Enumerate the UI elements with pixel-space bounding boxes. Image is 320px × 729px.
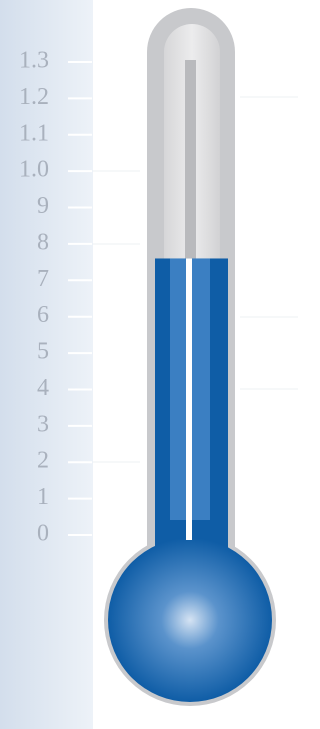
glint <box>186 258 192 540</box>
y-tick-label: 9 <box>37 193 49 219</box>
y-tick-label: 5 <box>37 339 49 365</box>
y-tick-label: 7 <box>37 266 49 292</box>
y-tick-label: 1.0 <box>19 157 49 183</box>
y-tick-label: 2 <box>37 448 49 474</box>
y-tick-label: 1.3 <box>19 48 49 74</box>
y-tick-label: 0 <box>37 521 49 547</box>
y-tick-label: 1.1 <box>19 120 49 146</box>
marks <box>108 258 272 702</box>
y-tick-label: 3 <box>37 411 49 437</box>
y-tick-label: 1.2 <box>19 84 49 110</box>
thermometer-widget: 0 1 2 3 4 5 6 7 8 9 1.0 1.1 1.2 1.3 <box>0 0 298 729</box>
y-tick-label: 6 <box>37 302 49 328</box>
y-tick-label: 1 <box>37 484 49 510</box>
y-tick-label: 4 <box>37 375 49 401</box>
y-tick-label: 8 <box>37 229 49 255</box>
mercury-bulb <box>108 538 272 702</box>
